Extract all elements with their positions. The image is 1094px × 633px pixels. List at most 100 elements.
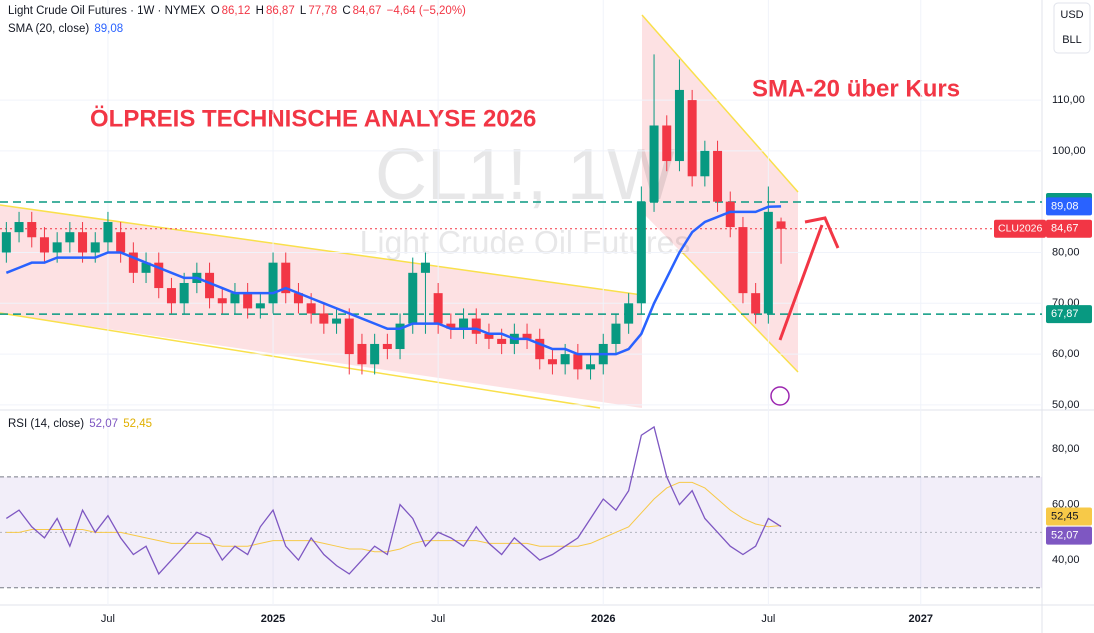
open: 86,12	[221, 5, 251, 17]
currency: USD	[1060, 9, 1083, 21]
candle-body	[230, 293, 240, 304]
y-tick-label: 60,00	[1052, 348, 1080, 360]
candle-body	[687, 100, 697, 177]
candle-body	[382, 343, 392, 350]
rsi-tag	[1046, 507, 1092, 526]
candle-body	[662, 125, 672, 162]
candle-body	[103, 222, 113, 243]
price-tag-label: 84,67	[1051, 223, 1079, 235]
symbol: Light Crude Oil Futures · 1W · NYMEX	[8, 5, 206, 17]
x-tick-label: Jul	[431, 613, 445, 625]
candle-body	[674, 89, 684, 162]
rsi-ma-value: 52,45	[123, 418, 153, 430]
watermark-sub: Light Crude Oil Futures	[360, 224, 691, 260]
close: 84,67	[352, 5, 382, 17]
candle-body	[763, 211, 773, 314]
h-label: H	[255, 5, 264, 17]
candle-body	[78, 232, 88, 253]
candle-body	[700, 150, 710, 177]
rsi-value: 52,07	[89, 418, 119, 430]
low: 77,78	[308, 5, 338, 17]
candle-body	[484, 333, 494, 339]
candle-body	[522, 333, 532, 339]
candle-body	[128, 252, 138, 273]
y-tick-label: 50,00	[1052, 399, 1080, 411]
price-tag-label: 89,08	[1051, 200, 1079, 212]
candle-body	[611, 323, 621, 344]
rsi-label: RSI (14, close)	[8, 418, 85, 430]
candle-body	[344, 318, 354, 355]
candle-body	[319, 313, 329, 324]
price-tag	[1046, 305, 1092, 324]
candle-body	[154, 262, 164, 289]
sma-value: 89,08	[94, 23, 124, 35]
rsi-ma-line	[6, 481, 782, 553]
candle-body	[52, 242, 62, 253]
candle-body	[255, 303, 265, 309]
l-label: L	[299, 5, 307, 17]
unit-box	[1053, 2, 1091, 54]
candle-body	[141, 262, 151, 273]
y-tick-label: 80,00	[1052, 246, 1080, 258]
annotation: SMA-20 über Kurs	[752, 75, 960, 102]
y-tick-label: 110,00	[1052, 94, 1085, 106]
candle-body	[166, 288, 176, 304]
candle-body	[636, 201, 646, 304]
x-tick-label: 2025	[261, 613, 285, 625]
rsi-tag	[1046, 526, 1092, 545]
candle-body	[395, 323, 405, 350]
x-tick-label: 2026	[591, 613, 615, 625]
candle-body	[738, 227, 748, 294]
candle-body	[446, 323, 456, 329]
candle-body	[560, 354, 570, 365]
symbol-tag	[994, 219, 1046, 238]
x-tick-label: Jul	[761, 613, 775, 625]
candle-body	[205, 272, 215, 299]
candle-body	[725, 201, 735, 228]
annotation: ÖLPREIS TECHNISCHE ANALYSE 2026	[90, 105, 536, 132]
o-label: O	[210, 5, 220, 17]
change: −4,64 (−5,20%)	[386, 5, 466, 17]
candle-body	[535, 338, 545, 360]
candle-body	[357, 343, 367, 365]
candle-body	[293, 293, 303, 304]
candle-body	[268, 262, 278, 304]
watermark: CL1!, 1W	[375, 135, 675, 215]
price-tag-label: 67,87	[1051, 308, 1079, 320]
rsi-tag-label: 52,45	[1051, 510, 1079, 522]
candle-body	[1, 232, 11, 253]
candle-body	[243, 293, 253, 309]
candle-body	[27, 222, 37, 238]
candle-body	[649, 125, 659, 202]
candle-body	[586, 364, 596, 370]
candle-body	[433, 293, 443, 324]
candle-body	[332, 318, 342, 324]
candle-body	[497, 338, 507, 344]
high: 86,87	[265, 5, 295, 17]
candle-body	[420, 262, 430, 273]
rsi-line	[5, 425, 782, 576]
candle-body	[751, 293, 761, 314]
rsi-tag-label: 52,07	[1051, 529, 1079, 541]
symbol-tag-label: CLU2026	[998, 223, 1043, 235]
legend-sma: SMA (20, close) 89,08	[8, 23, 125, 35]
rsi-tick-label: 60,00	[1052, 498, 1080, 510]
candle-body	[459, 318, 469, 329]
candle-body	[39, 237, 49, 253]
candle-body	[547, 359, 557, 365]
candle-body	[217, 298, 227, 304]
legend-main: Light Crude Oil Futures · 1W · NYMEX O 86…	[8, 5, 468, 17]
candle-body	[179, 282, 189, 304]
candle-body	[776, 221, 786, 229]
candle-body	[713, 150, 723, 202]
event-icon	[770, 386, 790, 406]
x-tick-label: Jul	[101, 613, 115, 625]
candle-body	[370, 343, 380, 365]
channel-line	[0, 312, 601, 409]
price-tag	[1046, 197, 1092, 216]
rsi-tick-label: 80,00	[1052, 443, 1080, 455]
channel-line	[0, 204, 643, 296]
candle-body	[471, 318, 481, 334]
